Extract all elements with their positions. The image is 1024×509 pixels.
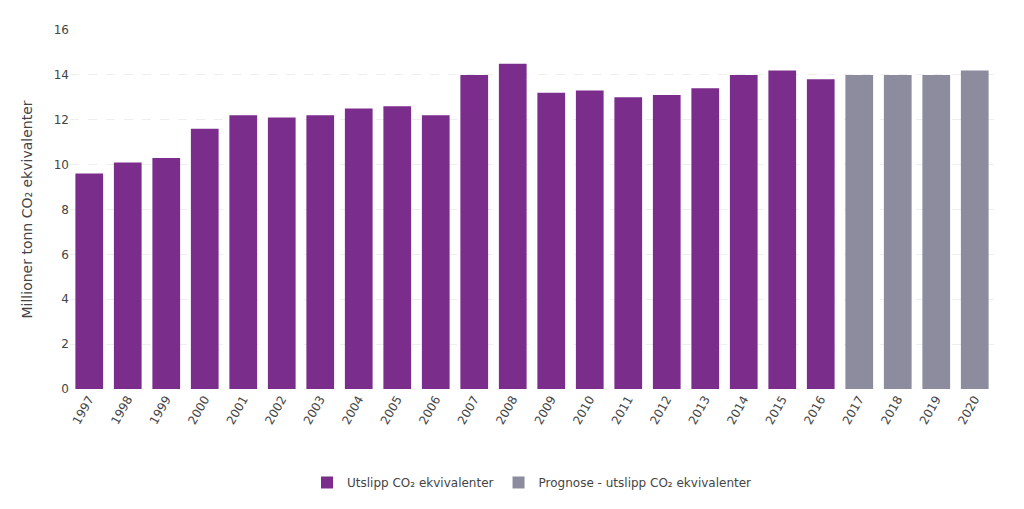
svg-text:2000: 2000 bbox=[185, 394, 212, 427]
svg-text:2008: 2008 bbox=[493, 394, 520, 427]
svg-text:12: 12 bbox=[54, 113, 69, 127]
svg-text:2006: 2006 bbox=[416, 394, 443, 427]
svg-text:6: 6 bbox=[61, 248, 69, 262]
svg-text:2: 2 bbox=[61, 337, 69, 351]
svg-text:2005: 2005 bbox=[378, 394, 405, 427]
svg-text:1998: 1998 bbox=[108, 394, 135, 427]
svg-text:Millioner tonn CO₂ ekvivalente: Millioner tonn CO₂ ekvivalenter bbox=[19, 100, 35, 318]
svg-text:2009: 2009 bbox=[532, 394, 559, 427]
svg-text:2012: 2012 bbox=[647, 394, 674, 427]
svg-text:2013: 2013 bbox=[686, 394, 713, 427]
svg-text:2007: 2007 bbox=[455, 394, 482, 427]
svg-text:2004: 2004 bbox=[339, 394, 366, 427]
svg-text:2015: 2015 bbox=[763, 394, 790, 427]
svg-text:10: 10 bbox=[54, 158, 69, 172]
svg-text:2014: 2014 bbox=[724, 394, 751, 427]
svg-text:2001: 2001 bbox=[224, 394, 251, 427]
svg-text:1997: 1997 bbox=[70, 394, 97, 427]
svg-text:0: 0 bbox=[61, 382, 69, 396]
svg-text:2011: 2011 bbox=[609, 394, 636, 427]
svg-text:2017: 2017 bbox=[840, 394, 867, 427]
svg-text:4: 4 bbox=[61, 292, 69, 306]
svg-text:2016: 2016 bbox=[801, 394, 828, 427]
svg-text:2002: 2002 bbox=[262, 394, 289, 427]
svg-text:14: 14 bbox=[54, 68, 69, 82]
svg-text:1999: 1999 bbox=[147, 394, 174, 427]
svg-text:Utslipp CO₂ ekvivalenter: Utslipp CO₂ ekvivalenter bbox=[347, 476, 494, 490]
svg-text:Prognose - utslipp CO₂ ekvival: Prognose - utslipp CO₂ ekvivalenter bbox=[539, 476, 752, 490]
svg-text:2003: 2003 bbox=[301, 394, 328, 427]
svg-text:2010: 2010 bbox=[570, 394, 597, 427]
svg-text:2020: 2020 bbox=[955, 394, 982, 427]
svg-text:16: 16 bbox=[54, 23, 69, 37]
svg-text:2018: 2018 bbox=[878, 394, 905, 427]
svg-text:8: 8 bbox=[61, 203, 69, 217]
svg-text:2019: 2019 bbox=[917, 394, 944, 427]
